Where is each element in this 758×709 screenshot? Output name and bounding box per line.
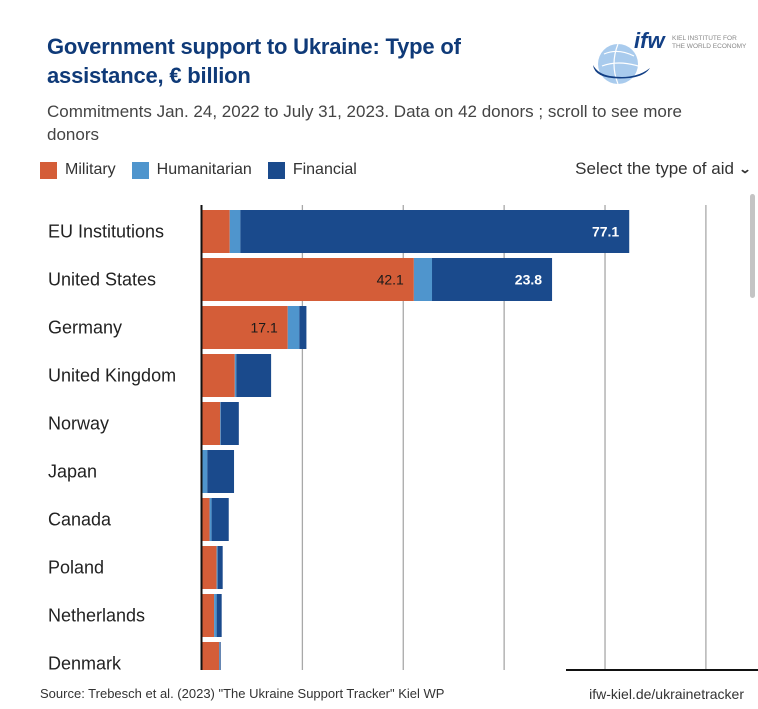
category-label: Poland [48, 558, 104, 578]
bar-financial-japan[interactable] [207, 450, 235, 493]
logo-line-2: THE WORLD ECONOMY [672, 43, 747, 50]
category-label: United States [48, 270, 156, 290]
bar-financial-germany[interactable] [299, 306, 307, 349]
legend-swatch-financial [267, 161, 285, 179]
bar-humanitarian-poland[interactable] [216, 546, 218, 589]
ifw-logo: ifw KIEL INSTITUTE FOR THE WORLD ECONOMY [590, 28, 750, 88]
bar-humanitarian-united-kingdom[interactable] [234, 354, 237, 397]
category-label: Norway [48, 414, 109, 434]
chevron-down-icon: ⌄ [738, 162, 752, 176]
legend: Military Humanitarian Financial [40, 161, 373, 179]
bar-financial-poland[interactable] [217, 546, 223, 589]
footer-divider [566, 669, 758, 671]
chart-title: Government support to Ukraine: Type of a… [47, 34, 461, 88]
legend-item-financial[interactable]: Financial [267, 161, 357, 179]
legend-label: Humanitarian [156, 161, 252, 178]
bar-financial-netherlands[interactable] [216, 594, 222, 637]
globe-icon [593, 43, 650, 85]
category-label: Germany [48, 318, 122, 338]
category-label: EU Institutions [48, 222, 164, 242]
bar-humanitarian-canada[interactable] [209, 498, 212, 541]
bar-military-united-states[interactable] [201, 258, 414, 301]
category-label: United Kingdom [48, 366, 176, 386]
bar-humanitarian-united-states[interactable] [413, 258, 433, 301]
bar-military-netherlands[interactable] [201, 594, 215, 637]
dropdown-label: Select the type of aid [575, 159, 734, 178]
legend-label: Military [65, 161, 116, 178]
legend-label: Financial [292, 161, 357, 178]
bar-financial-united-kingdom[interactable] [236, 354, 272, 397]
data-label: 42.1 [377, 272, 404, 288]
bar-financial-united-states[interactable] [432, 258, 553, 301]
bar-humanitarian-japan[interactable] [201, 450, 208, 493]
bar-financial-denmark[interactable] [219, 642, 221, 670]
bar-military-united-kingdom[interactable] [201, 354, 235, 397]
bar-humanitarian-germany[interactable] [287, 306, 300, 349]
logo-line-1: KIEL INSTITUTE FOR [672, 35, 737, 42]
legend-swatch-military [40, 161, 57, 179]
data-label: 17.1 [251, 320, 278, 336]
stacked-bar-chart: EU Institutions 77.1 United States 42.1 23.8… [48, 205, 707, 674]
bar-humanitarian-eu-institutions[interactable] [229, 210, 241, 253]
bar-military-poland[interactable] [201, 546, 217, 589]
legend-item-military[interactable]: Military [40, 161, 116, 179]
logo-mark: ifw [634, 28, 666, 53]
bar-financial-norway[interactable] [220, 402, 239, 445]
bar-financial-eu-institutions[interactable] [240, 210, 630, 253]
bar-humanitarian-denmark[interactable] [219, 642, 220, 670]
category-label: Japan [48, 462, 97, 482]
chart-area: EU Institutions 77.1 United States 42.1 23.8… [0, 190, 758, 674]
chart-subtitle: Commitments Jan. 24, 2022 to July 31, 20… [47, 102, 683, 144]
site-link[interactable]: ifw-kiel.de/ukrainetracker [589, 686, 744, 702]
bar-financial-canada[interactable] [211, 498, 229, 541]
bar-military-germany[interactable] [201, 306, 288, 349]
source-note: Source: Trebesch et al. (2023) "The Ukra… [40, 686, 445, 701]
data-label: 77.1 [592, 224, 619, 240]
bar-military-eu-institutions[interactable] [201, 210, 230, 253]
category-label: Netherlands [48, 606, 145, 626]
bar-military-denmark[interactable] [201, 642, 220, 670]
bar-military-norway[interactable] [201, 402, 221, 445]
scrollbar-thumb[interactable] [750, 194, 755, 298]
bar-humanitarian-norway[interactable] [220, 402, 221, 445]
bar-military-canada[interactable] [201, 498, 210, 541]
aid-type-dropdown[interactable]: Select the type of aid ⌄ [575, 159, 752, 179]
category-label: Denmark [48, 654, 122, 673]
legend-item-humanitarian[interactable]: Humanitarian [131, 161, 252, 179]
bar-humanitarian-netherlands[interactable] [214, 594, 217, 637]
category-label: Canada [48, 510, 112, 530]
legend-swatch-humanitarian [131, 161, 149, 179]
data-label: 23.8 [515, 272, 542, 288]
